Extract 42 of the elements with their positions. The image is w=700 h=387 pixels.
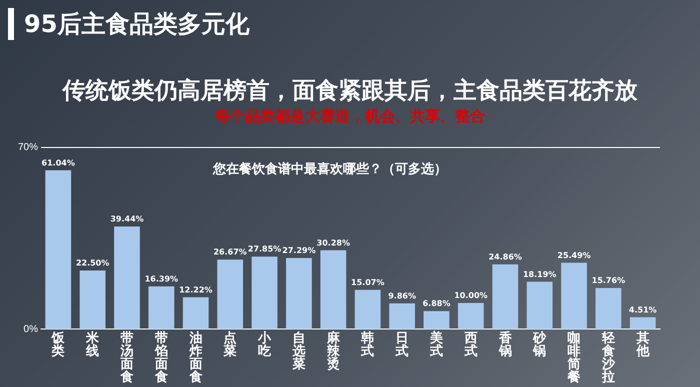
data-label: 61.04% [42,158,75,168]
data-label: 9.86% [388,291,416,300]
data-label: 27.29% [282,246,316,256]
x-tick-label: 带馅面食 [154,330,168,384]
x-tick-label: 美式 [428,330,443,358]
x-tick-label: 轻食沙拉 [600,330,616,384]
x-tick-label: 油炸面食 [188,330,202,384]
x-tick-label: 咖啡简餐 [566,330,581,384]
x-tick-label: 日式 [394,330,409,358]
text: 95后主食品类多元化 [8,8,250,40]
data-label: 25.49% [557,250,591,260]
data-label: 15.07% [351,278,384,287]
x-tick-label: 砂锅 [532,330,548,358]
x-tick-label: 自选菜 [291,330,306,372]
data-label: 26.67% [213,248,247,257]
data-label: 15.76% [592,276,626,286]
data-label: 39.44% [110,214,144,224]
x-tick-label: 韩式 [360,330,374,358]
x-tick-label: 麻辣烫 [326,330,341,372]
data-label: 4.51% [628,305,657,314]
data-label: 10.00% [454,291,488,300]
data-label: 24.86% [488,252,522,262]
x-tick-label: 其他 [635,330,650,358]
annotation: 您在餐饮食谱中最喜欢哪些？（可多选） [213,162,447,177]
chart-subtitle: 每个品类都是大赛道，机会、共享、整合 [214,107,486,126]
data-label: 22.50% [76,258,110,268]
data-label: 30.28% [316,238,350,248]
data-label: 27.85% [248,244,282,254]
x-tick-label: 小吃 [257,330,272,358]
x-tick-label: 饭类 [50,330,66,358]
y-tick-label: 0% [24,324,38,335]
x-tick-label: 点菜 [222,330,237,358]
x-tick-label: 带汤面食 [119,330,134,384]
chart-title: 传统饭类仍高居榜首，面食紧跟其后，主食品类百花齐放 [61,77,638,106]
x-tick-label: 香锅 [498,330,513,358]
data-label: 18.19% [522,270,556,279]
x-tick-label: 米线 [85,330,100,358]
x-tick-label: 西式 [463,330,478,358]
y-tick-label: 70% [18,142,38,153]
data-label: 6.88% [422,299,450,308]
data-label: 16.39% [144,274,178,284]
data-label: 12.22% [179,285,212,294]
